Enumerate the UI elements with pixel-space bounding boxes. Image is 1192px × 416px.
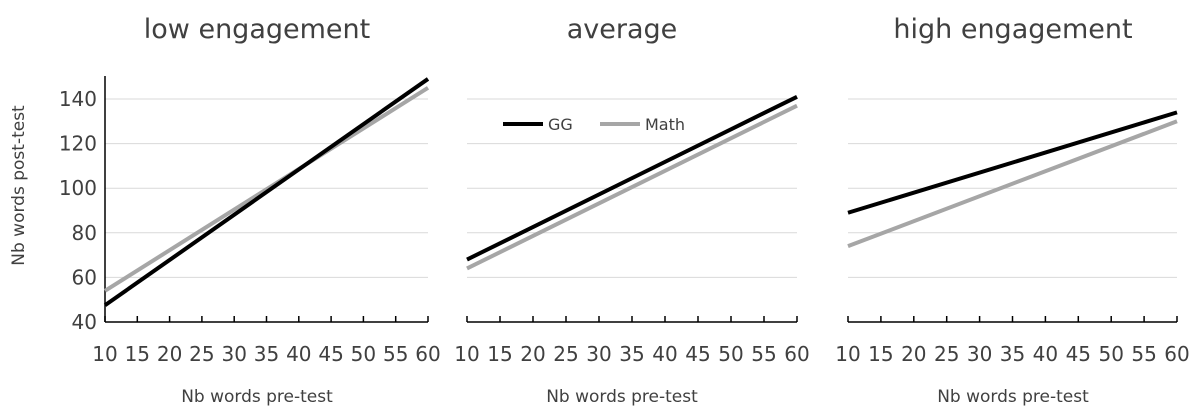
x-tick-label: 25 [934, 342, 959, 366]
series-line-math [103, 86, 430, 293]
x-tick-label: 10 [835, 342, 860, 366]
x-tick-label: 50 [1098, 342, 1123, 366]
series-line-gg [103, 77, 430, 307]
series-line-gg [847, 110, 1178, 215]
legend-label-gg: GG [548, 115, 573, 134]
x-tick-label: 20 [157, 342, 182, 366]
x-tick-label: 15 [125, 342, 150, 366]
x-tick-label: 40 [652, 342, 677, 366]
x-tick-label: 10 [454, 342, 479, 366]
x-tick-label: 20 [901, 342, 926, 366]
x-axis-label: Nb words pre-test [546, 387, 698, 407]
x-tick-label: 25 [189, 342, 214, 366]
y-tick-label: 140 [59, 87, 97, 111]
y-tick-label: 80 [72, 221, 97, 245]
chart-panel-1: 10 15 20 25 30 35 40 45 50 55 60 40 60 80 100 120 140 Nb … [9, 14, 441, 407]
x-tick-label: 40 [286, 342, 311, 366]
series-line-math [847, 119, 1178, 249]
x-tick-label: 25 [553, 342, 578, 366]
x-tick-label: 15 [487, 342, 512, 366]
x-tick-label: 40 [1033, 342, 1058, 366]
chart-panel-2: 10 15 20 25 30 35 40 45 50 55 60 average Nb words pr… [454, 14, 809, 407]
y-tick-label: 60 [72, 265, 97, 289]
x-tick-label: 55 [383, 342, 408, 366]
y-tick-label: 120 [59, 132, 97, 156]
x-tick-label: 15 [868, 342, 893, 366]
chart-title: low engagement [144, 14, 370, 45]
series-line-gg [466, 94, 798, 262]
legend: GG Math [503, 115, 685, 134]
y-tick-label: 40 [72, 310, 97, 334]
x-tick-label: 35 [254, 342, 279, 366]
x-tick-label: 35 [1000, 342, 1025, 366]
x-axis-label: Nb words pre-test [181, 387, 333, 407]
x-tick-label: 30 [221, 342, 246, 366]
chart-title: average [567, 14, 678, 45]
x-tick-label: 45 [1066, 342, 1091, 366]
chart-title: high engagement [893, 14, 1132, 45]
y-tick-label: 100 [59, 176, 97, 200]
x-tick-label: 20 [520, 342, 545, 366]
x-tick-label: 60 [1164, 342, 1189, 366]
x-tick-label: 45 [318, 342, 343, 366]
x-tick-label: 10 [92, 342, 117, 366]
x-axis-label: Nb words pre-test [937, 387, 1089, 407]
series-line-math [466, 103, 798, 271]
x-tick-label: 50 [351, 342, 376, 366]
x-tick-label: 35 [619, 342, 644, 366]
y-axis-label: Nb words post-test [9, 105, 29, 266]
x-tick-label: 45 [685, 342, 710, 366]
x-tick-label: 50 [718, 342, 743, 366]
x-tick-label: 60 [784, 342, 809, 366]
x-tick-label: 60 [415, 342, 440, 366]
x-tick-label: 55 [1131, 342, 1156, 366]
x-tick-label: 55 [751, 342, 776, 366]
chart-panel-3: 10 15 20 25 30 35 40 45 50 55 60 high engagement Nb … [835, 14, 1189, 407]
x-tick-label: 30 [586, 342, 611, 366]
legend-label-math: Math [645, 115, 685, 134]
x-tick-label: 30 [967, 342, 992, 366]
